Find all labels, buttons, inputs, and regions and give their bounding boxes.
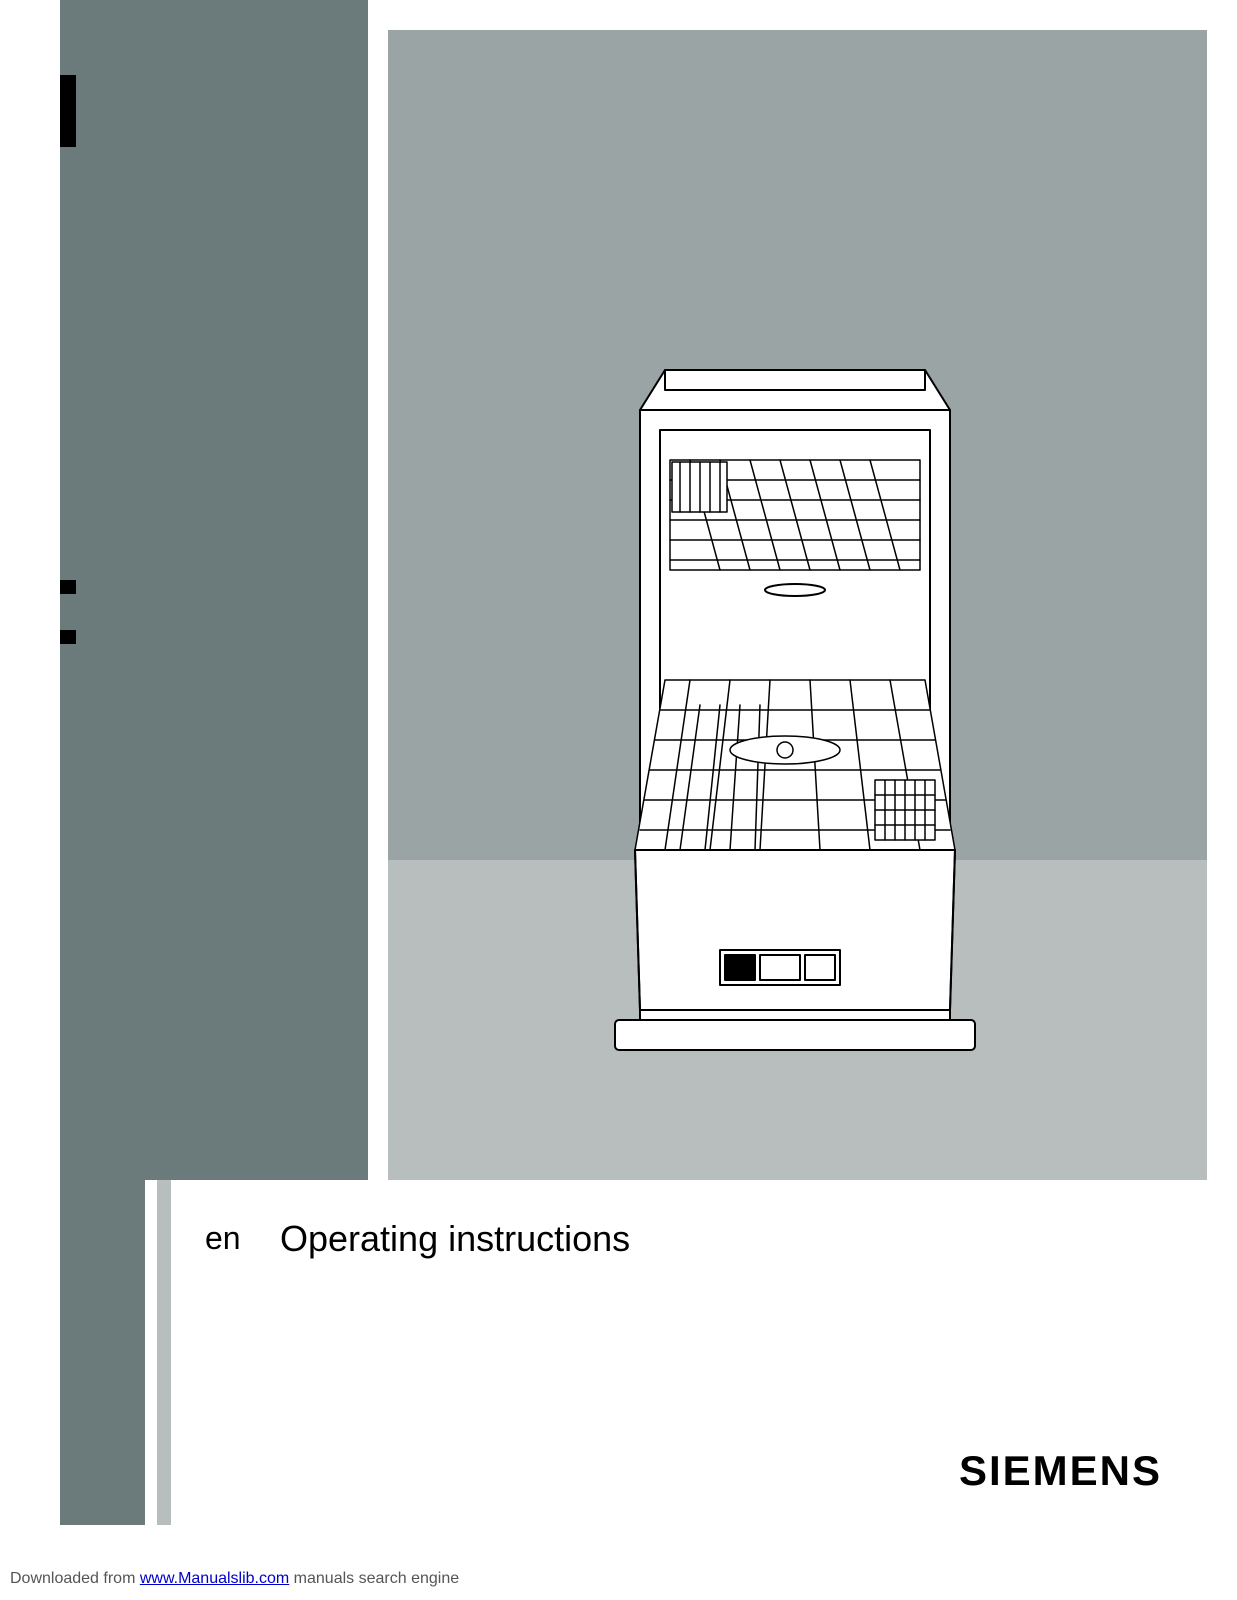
title-box: en Operating instructions SIEMENS: [145, 1180, 1207, 1525]
dishwasher-line-drawing: [610, 350, 980, 1060]
footer-source-link[interactable]: www.Manualslib.com: [140, 1570, 289, 1587]
edge-tab-marker: [60, 630, 76, 644]
language-code: en: [205, 1220, 241, 1257]
manual-cover-page: en Operating instructions SIEMENS Downlo…: [0, 0, 1237, 1600]
edge-tab-marker: [60, 580, 76, 594]
footer-prefix: Downloaded from: [10, 1570, 140, 1587]
title-box-accent-bar: [157, 1180, 171, 1525]
download-source-footer: Downloaded from www.Manualslib.com manua…: [10, 1570, 459, 1588]
footer-suffix: manuals search engine: [289, 1570, 459, 1587]
edge-tab-marker: [60, 75, 76, 147]
document-title: Operating instructions: [280, 1218, 630, 1260]
brand-wordmark: SIEMENS: [959, 1447, 1162, 1495]
